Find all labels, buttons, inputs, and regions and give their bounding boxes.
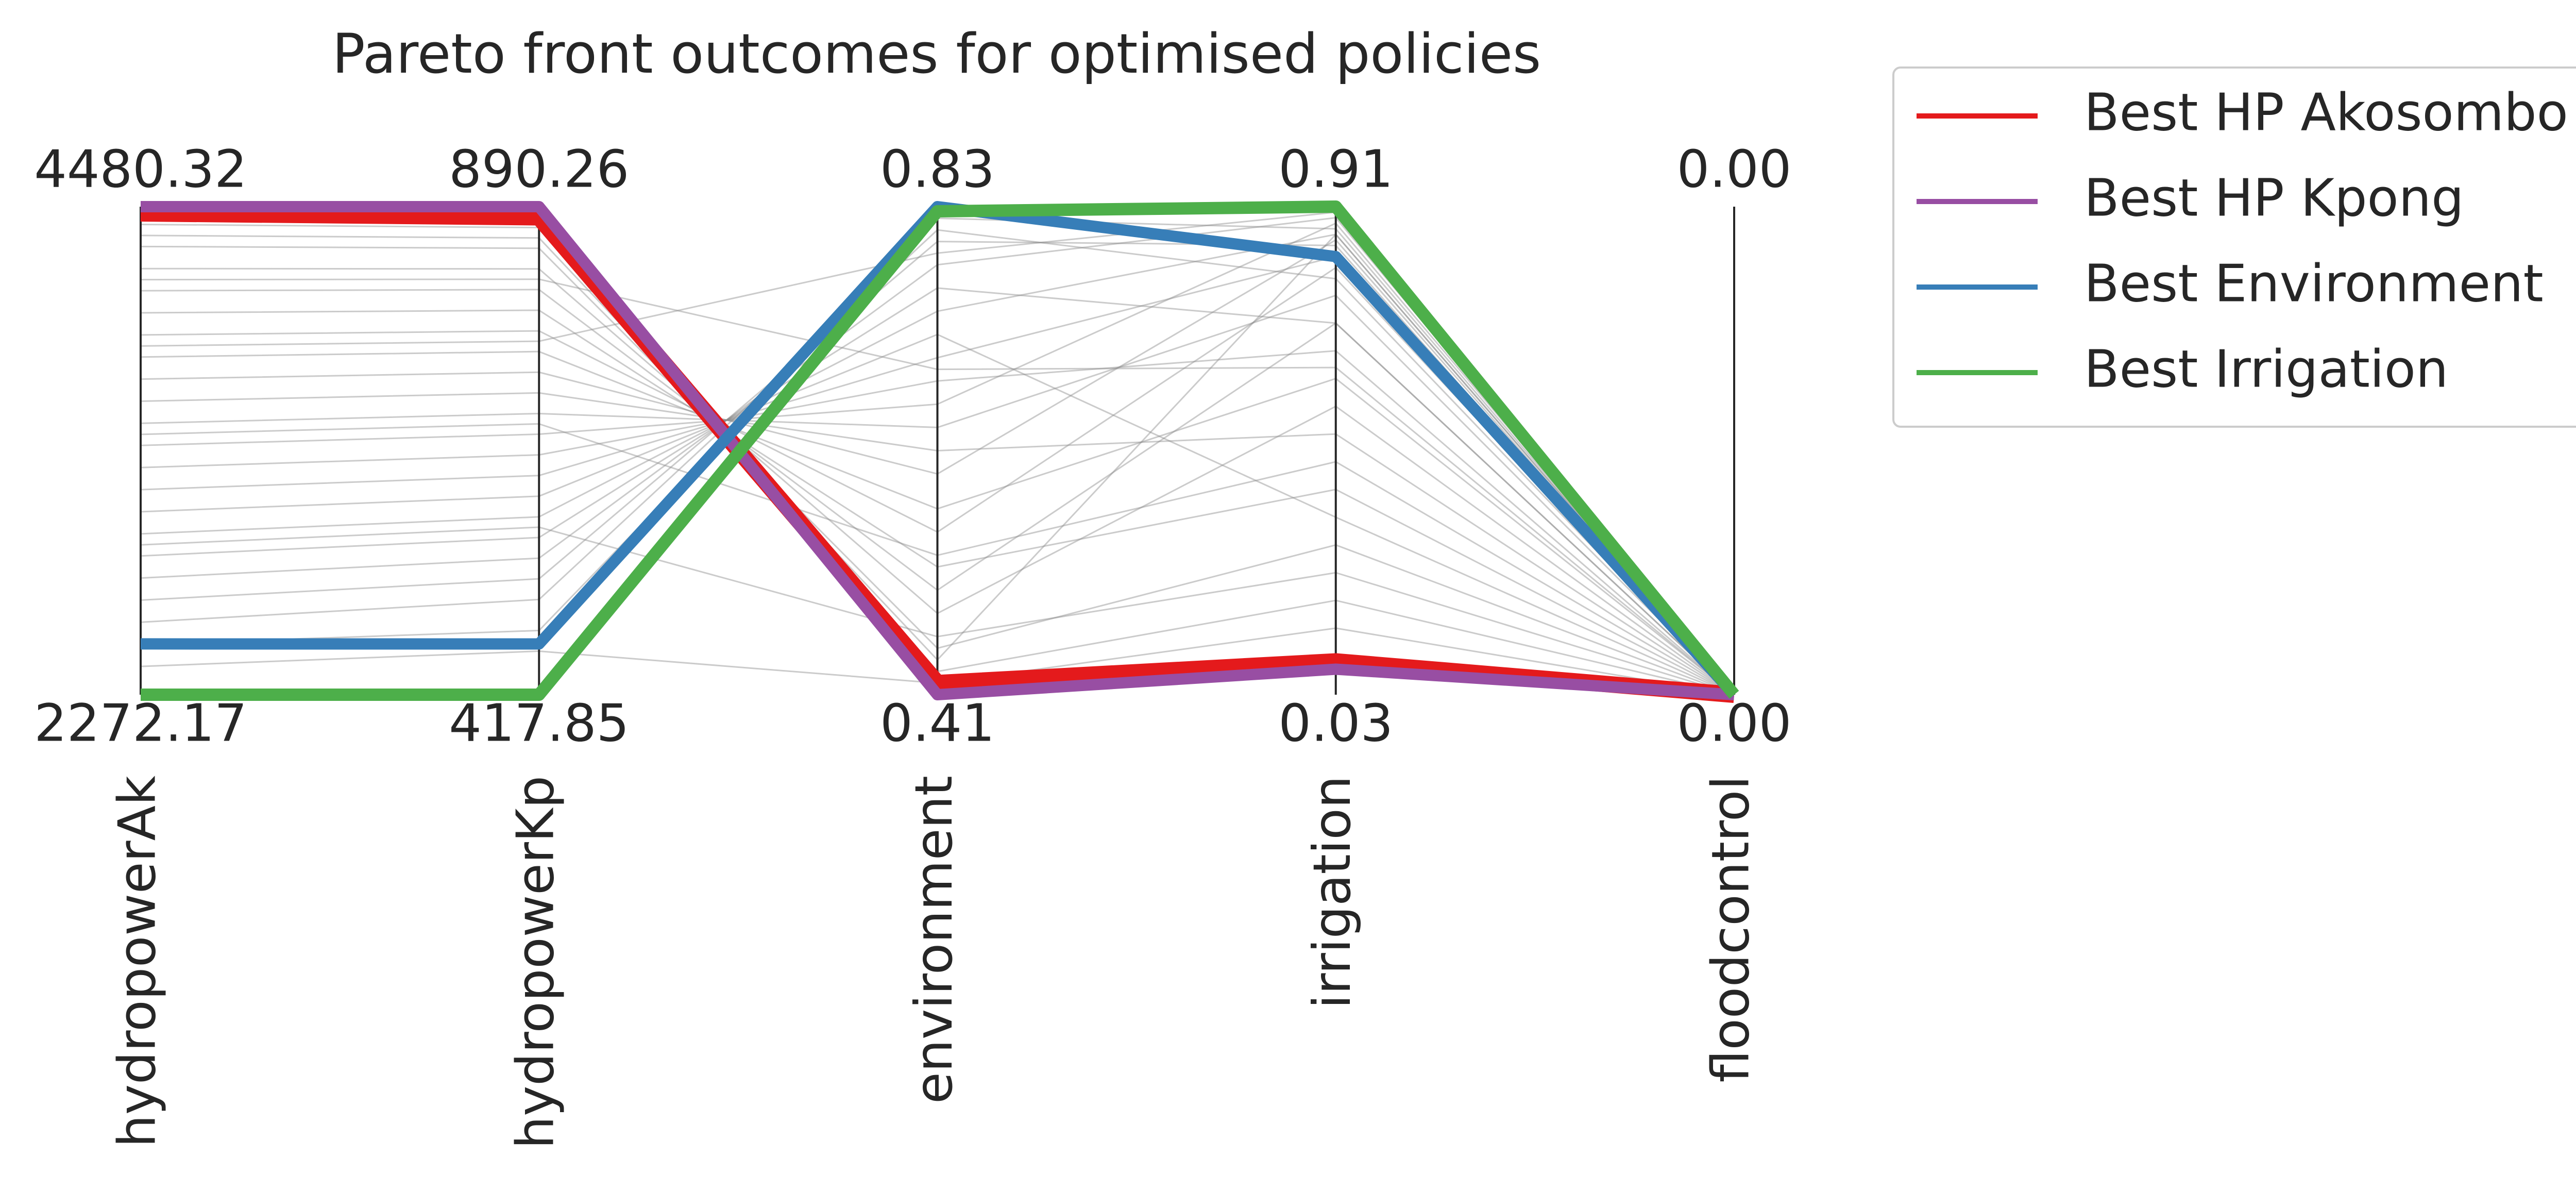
tick-label: 0.41 xyxy=(880,693,995,753)
chart-title: Pareto front outcomes for optimised poli… xyxy=(332,22,1541,86)
tick-label: 0.83 xyxy=(880,139,995,199)
tick-label: 0.03 xyxy=(1278,693,1393,753)
series-line xyxy=(141,201,1735,700)
tick-label: 4480.32 xyxy=(34,139,247,199)
axis-label: irrigation xyxy=(1302,776,1362,1009)
axis-label: floodcontrol xyxy=(1700,776,1760,1082)
tick-label: 2272.17 xyxy=(34,693,247,753)
tick-label: 0.91 xyxy=(1278,139,1393,199)
axis-label: hydropowerKp xyxy=(505,776,566,1149)
series-line xyxy=(141,200,1739,701)
legend-label: Best Environment xyxy=(2084,253,2544,313)
tick-label: 0.00 xyxy=(1677,139,1792,199)
legend-label: Best HP Kpong xyxy=(2084,167,2464,228)
axis-label: hydropowerAk xyxy=(107,776,167,1148)
tick-label: 890.26 xyxy=(449,139,629,199)
tick-label: 0.00 xyxy=(1677,693,1792,753)
legend-label: Best Irrigation xyxy=(2084,339,2448,399)
axis-label: environment xyxy=(904,776,964,1104)
legend-label: Best HP Akosombo xyxy=(2084,82,2568,142)
legend-box xyxy=(1892,66,2576,428)
tick-label: 417.85 xyxy=(449,693,629,753)
